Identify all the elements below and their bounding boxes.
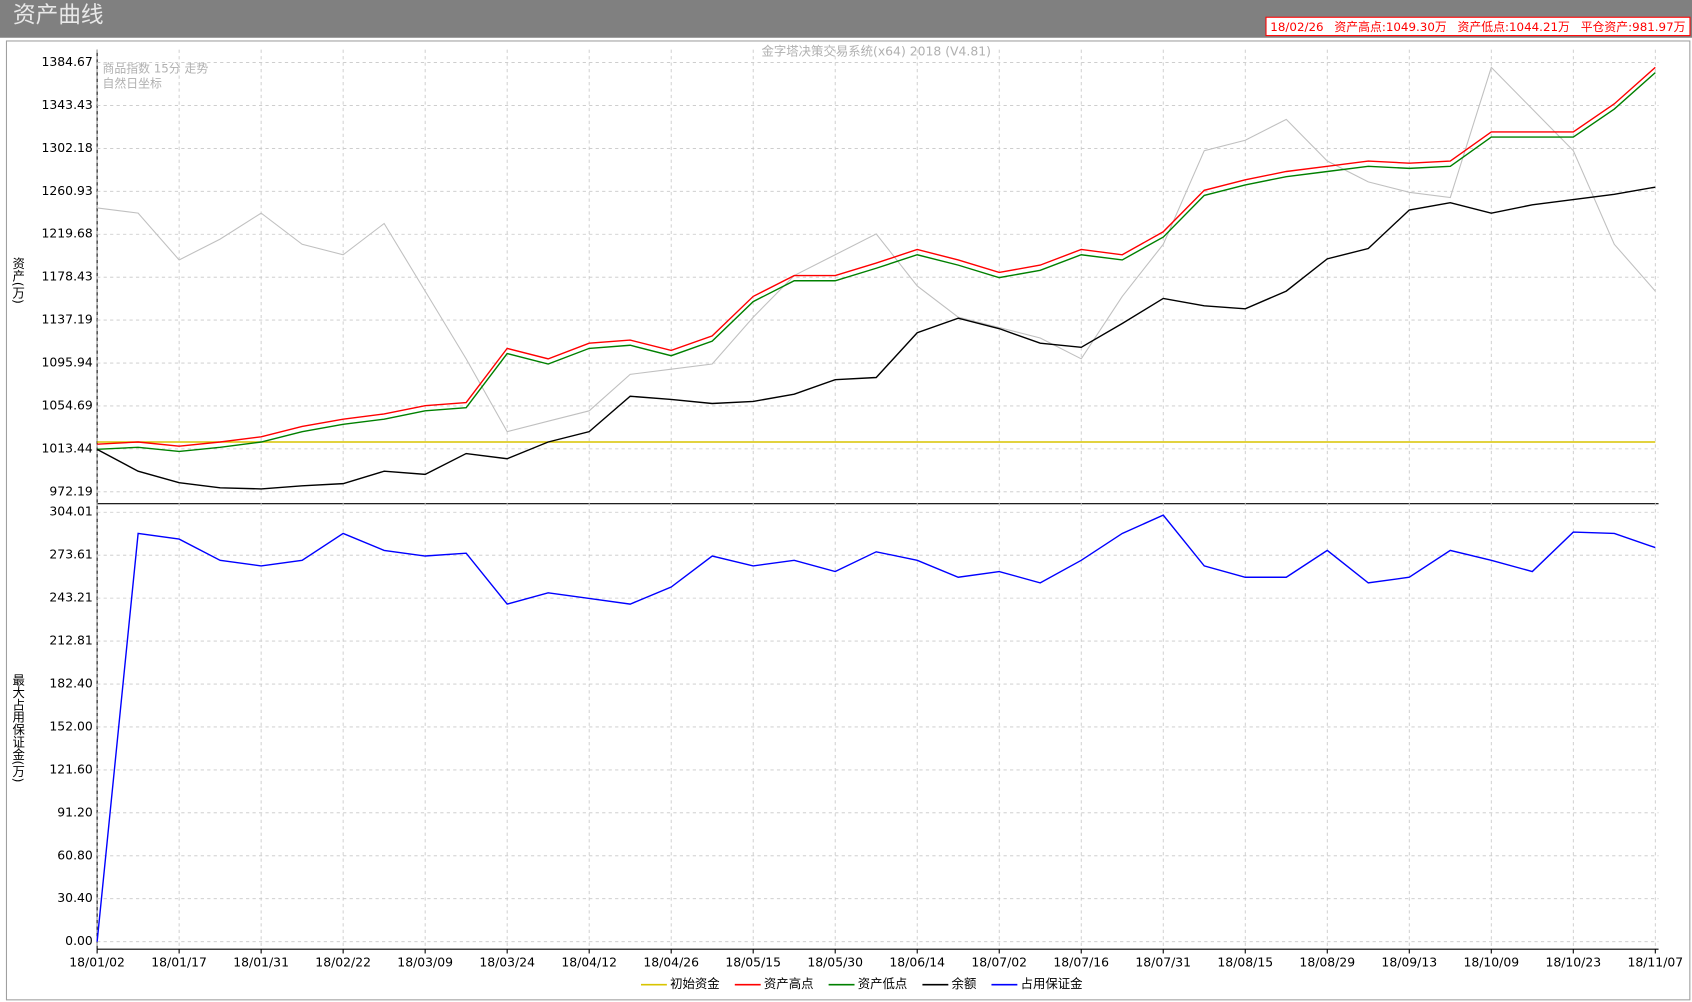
- x-tick-label: 18/03/24: [479, 955, 535, 970]
- y-tick-label: 182.40: [49, 676, 92, 691]
- x-tick-label: 18/05/30: [807, 955, 863, 970]
- y-tick-label: 304.01: [49, 504, 92, 519]
- y-tick-label: 273.61: [49, 547, 92, 562]
- legend-label: 资产高点: [764, 976, 814, 991]
- y-axis-label: 资产(万): [11, 257, 26, 304]
- x-tick-label: 18/07/02: [971, 955, 1027, 970]
- chart-title: 金字塔决策交易系统(x64) 2018 (V4.81): [761, 43, 990, 58]
- y-tick-label: 60.80: [57, 847, 93, 862]
- x-tick-label: 18/10/23: [1545, 955, 1601, 970]
- x-tick-label: 18/01/17: [151, 955, 207, 970]
- legend-label: 初始资金: [670, 976, 720, 991]
- x-tick-label: 18/01/02: [69, 955, 125, 970]
- x-tick-label: 18/07/16: [1053, 955, 1109, 970]
- info-box: [1265, 16, 1691, 37]
- y-tick-label: 1095.94: [42, 355, 93, 370]
- y-tick-label: 1260.93: [42, 183, 93, 198]
- info-item: 18/02/26: [1270, 19, 1323, 33]
- legend-label: 余额: [952, 976, 977, 991]
- x-tick-label: 18/11/07: [1627, 955, 1683, 970]
- y-tick-label: 212.81: [49, 633, 92, 648]
- y-tick-label: 1219.68: [42, 226, 93, 241]
- y-tick-label: 1178.43: [42, 269, 93, 284]
- y-tick-label: 91.20: [57, 804, 93, 819]
- x-tick-label: 18/01/31: [233, 955, 289, 970]
- x-tick-label: 18/04/26: [643, 955, 699, 970]
- x-tick-label: 18/09/13: [1381, 955, 1437, 970]
- x-tick-label: 18/07/31: [1135, 955, 1191, 970]
- y-tick-label: 1384.67: [42, 54, 93, 69]
- y2-axis-label: 最大占用保证金(万): [11, 674, 26, 783]
- y-tick-label: 1013.44: [42, 440, 93, 455]
- x-tick-label: 18/06/14: [889, 955, 945, 970]
- y-tick-label: 1343.43: [42, 97, 93, 112]
- info-item: 资产高点:1049.30万: [1334, 19, 1447, 33]
- y-tick-label: 152.00: [49, 718, 92, 733]
- series-line: [97, 66, 1656, 447]
- legend-label: 占用保证金: [1021, 976, 1084, 991]
- legend-label: 资产低点: [858, 976, 908, 991]
- x-tick-label: 18/10/09: [1463, 955, 1519, 970]
- info-item: 资产低点:1044.21万: [1458, 19, 1571, 33]
- window-title: 资产曲线: [13, 3, 104, 29]
- x-tick-label: 18/02/22: [315, 955, 371, 970]
- y-tick-label: 972.19: [49, 483, 92, 498]
- info-item: 平仓资产:981.97万: [1581, 19, 1686, 33]
- y-tick-label: 1137.19: [42, 312, 93, 327]
- plots: 972.19 1013.44 1054.69 1095.94 1137.19 1178.4…: [42, 49, 1683, 991]
- annotation: 自然日坐标: [103, 77, 162, 91]
- y-tick-label: 121.60: [49, 761, 92, 776]
- x-tick-label: 18/08/15: [1217, 955, 1273, 970]
- info-text: 18/02/26 资产高点:1049.30万 资产低点:1044.21万 平仓资产:9…: [1270, 19, 1685, 33]
- x-tick-label: 18/03/09: [397, 955, 453, 970]
- y-tick-label: 0.00: [65, 933, 93, 948]
- series-line: [97, 72, 1656, 453]
- y-tick-label: 243.21: [49, 590, 92, 605]
- y-tick-label: 1302.18: [42, 140, 93, 155]
- x-tick-label: 18/04/12: [561, 955, 617, 970]
- y-tick-label: 1054.69: [42, 397, 93, 412]
- series-line: [96, 514, 1656, 942]
- y-tick-label: 30.40: [57, 890, 93, 905]
- index-line: [97, 66, 1656, 433]
- annotation: 商品指数 15分 走势: [103, 62, 209, 76]
- x-tick-label: 18/08/29: [1299, 955, 1355, 970]
- x-tick-label: 18/05/15: [725, 955, 781, 970]
- series-line: [96, 186, 1656, 490]
